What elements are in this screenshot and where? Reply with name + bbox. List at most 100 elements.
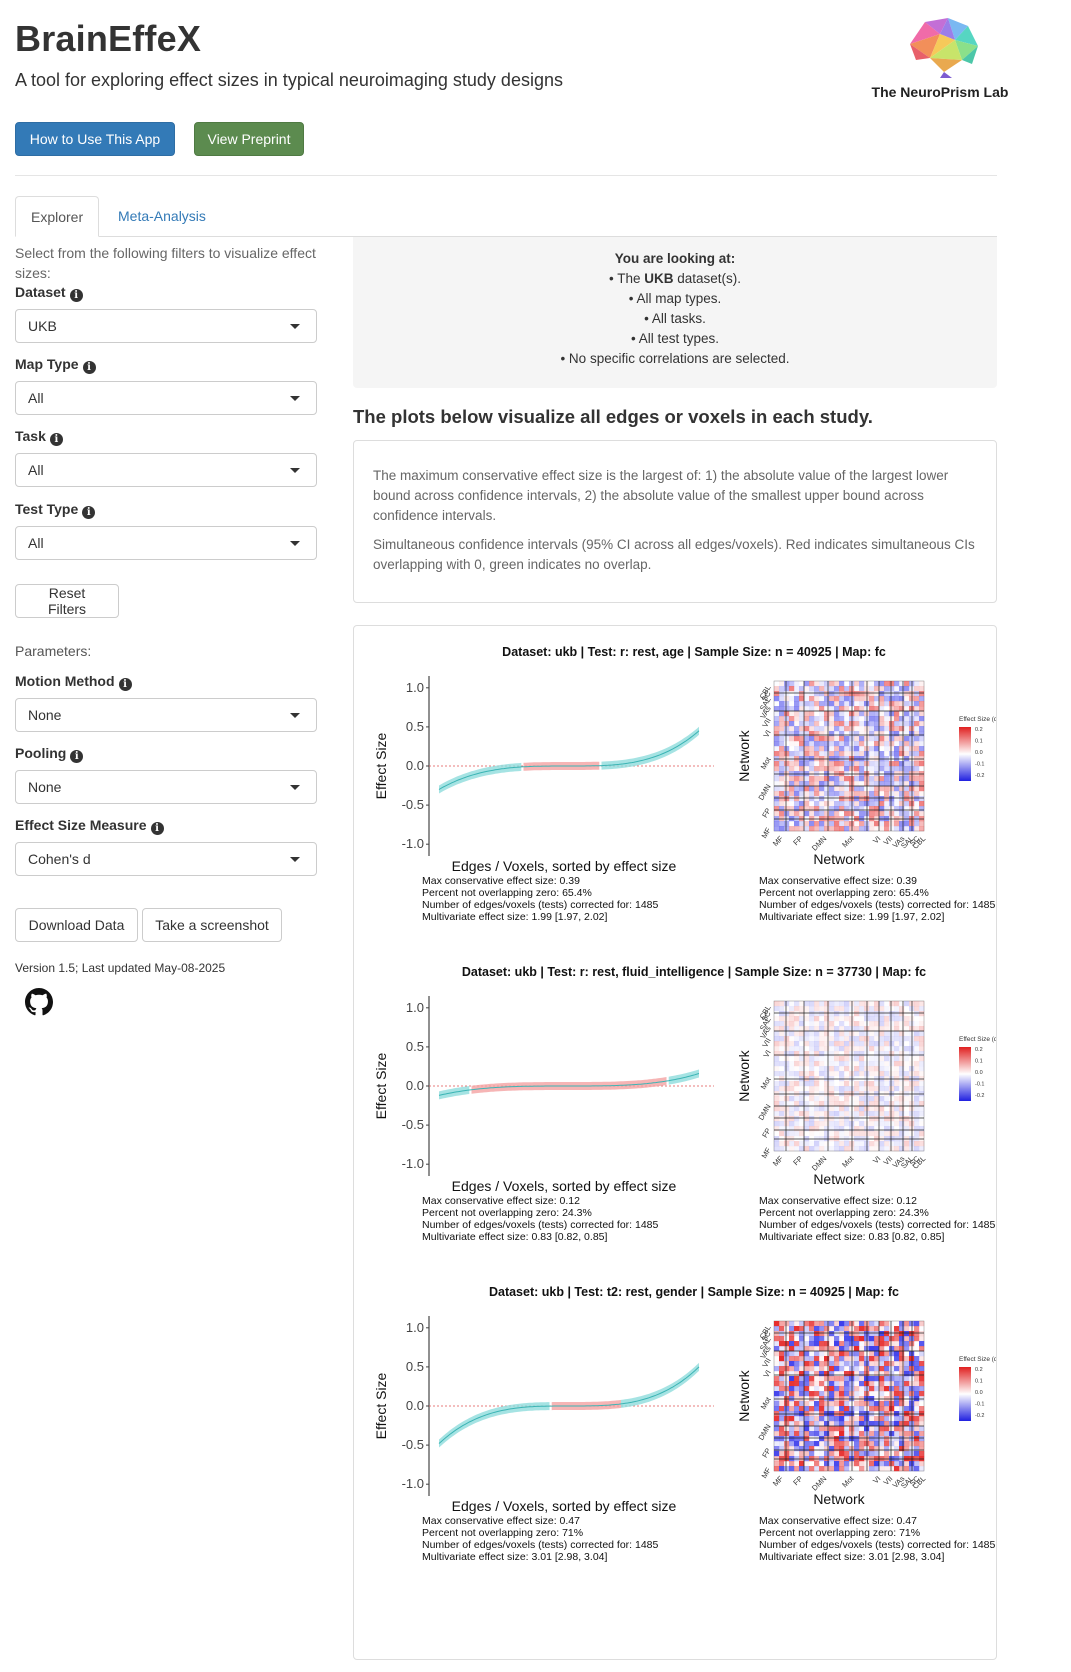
info-icon[interactable]: i xyxy=(118,678,132,691)
matrix-cell xyxy=(804,781,810,787)
matrix-cell xyxy=(919,786,925,792)
matrix-cell xyxy=(864,716,870,722)
matrix-cell xyxy=(869,776,875,782)
matrix-cell xyxy=(859,1466,865,1472)
matrix-cell xyxy=(784,686,790,692)
matrix-cell xyxy=(904,1136,910,1142)
matrix-cell xyxy=(839,1121,845,1127)
matrix-cell xyxy=(864,771,870,777)
matrix-cell xyxy=(874,686,880,692)
matrix-cell xyxy=(904,686,910,692)
matrix-cell xyxy=(814,726,820,732)
matrix-cell xyxy=(909,706,915,712)
matrix-cell xyxy=(899,1006,905,1012)
matrix-cell xyxy=(869,1411,875,1417)
tab-meta-analysis[interactable]: Meta-Analysis xyxy=(118,208,206,224)
matrix-cell xyxy=(854,1331,860,1337)
matrix-cell xyxy=(909,1421,915,1427)
matrix-cell xyxy=(894,1046,900,1052)
matrix-cell xyxy=(864,1056,869,1061)
matrix-cell xyxy=(779,721,785,727)
matrix-cell xyxy=(869,711,875,717)
download-data-button[interactable]: Download Data xyxy=(15,908,138,942)
matrix-cell xyxy=(824,1426,830,1432)
stat-line-left: Number of edges/voxels (tests) corrected… xyxy=(422,899,659,911)
info-icon[interactable]: i xyxy=(82,506,96,519)
matrix-cell xyxy=(789,1331,795,1337)
matrix-cell xyxy=(884,1431,890,1437)
info-icon[interactable]: i xyxy=(49,433,63,446)
task-select[interactable]: All xyxy=(15,453,317,487)
info-icon[interactable]: i xyxy=(69,289,83,302)
matrix-cell xyxy=(889,816,895,822)
matrix-row-label: VI xyxy=(761,1369,772,1380)
info-icon[interactable]: i xyxy=(70,750,84,763)
matrix-cell xyxy=(914,751,920,757)
test-type-select[interactable]: All xyxy=(15,526,317,560)
matrix-cell xyxy=(904,1106,909,1111)
reset-filters-button[interactable]: Reset Filters xyxy=(15,584,119,618)
matrix-cell xyxy=(909,1401,915,1407)
matrix-cell xyxy=(894,1426,900,1432)
tab-explorer[interactable]: Explorer xyxy=(15,196,99,237)
matrix-cell xyxy=(794,756,800,762)
matrix-cell xyxy=(824,771,830,777)
pooling-select[interactable]: None xyxy=(15,770,317,804)
map-type-select[interactable]: All xyxy=(15,381,317,415)
matrix-cell xyxy=(789,1036,794,1041)
matrix-cell xyxy=(804,1116,810,1122)
matrix-cell xyxy=(914,1436,920,1442)
matrix-cell xyxy=(894,1121,900,1127)
matrix-cell xyxy=(774,1026,780,1032)
matrix-cell xyxy=(869,1351,875,1357)
matrix-cell xyxy=(859,1016,864,1021)
matrix-cell xyxy=(874,1096,880,1102)
matrix-cell xyxy=(879,1006,885,1012)
matrix-cell xyxy=(819,816,825,822)
info-icon[interactable]: i xyxy=(82,361,96,374)
matrix-cell xyxy=(919,736,925,742)
matrix-cell xyxy=(824,1456,830,1462)
matrix-cell xyxy=(869,1466,875,1472)
github-icon[interactable] xyxy=(25,988,53,1016)
matrix-cell xyxy=(849,1461,855,1467)
matrix-cell xyxy=(774,766,780,772)
matrix-cell xyxy=(849,766,855,772)
matrix-cell xyxy=(854,1031,860,1037)
matrix-cell xyxy=(814,1091,819,1096)
matrix-cell xyxy=(849,716,855,722)
matrix-cell xyxy=(834,1431,840,1437)
take-screenshot-button[interactable]: Take a screenshot xyxy=(142,908,282,942)
matrix-cell xyxy=(884,691,890,697)
matrix-cell xyxy=(879,726,885,732)
how-to-use-button[interactable]: How to Use This App xyxy=(15,122,175,156)
matrix-cell xyxy=(814,686,820,692)
matrix-cell xyxy=(879,1436,885,1442)
effect-size-measure-select[interactable]: Cohen's d xyxy=(15,842,317,876)
matrix-cell xyxy=(864,1406,870,1412)
matrix-cell xyxy=(824,1466,830,1472)
view-preprint-button[interactable]: View Preprint xyxy=(194,122,304,156)
matrix-cell xyxy=(799,736,805,742)
info-icon[interactable]: i xyxy=(150,822,164,835)
matrix-cell xyxy=(774,826,780,832)
matrix-cell xyxy=(789,1406,795,1412)
matrix-cell xyxy=(789,1011,795,1017)
matrix-cell xyxy=(824,716,830,722)
matrix-cell xyxy=(864,696,870,702)
motion-method-select[interactable]: None xyxy=(15,698,317,732)
matrix-cell xyxy=(814,1066,819,1071)
matrix-cell xyxy=(774,1036,780,1042)
matrix-cell xyxy=(919,1136,925,1142)
matrix-cell xyxy=(899,1321,905,1327)
dataset-select[interactable]: UKB xyxy=(15,309,317,343)
matrix-cell xyxy=(814,1401,820,1407)
matrix-cell xyxy=(884,1376,890,1382)
matrix-cell xyxy=(844,691,850,697)
matrix-cell xyxy=(824,1446,830,1452)
matrix-cell xyxy=(814,1321,820,1327)
matrix-cell xyxy=(869,1461,875,1467)
matrix-cell xyxy=(834,781,840,787)
matrix-cell xyxy=(814,1041,820,1047)
matrix-cell xyxy=(809,1011,815,1017)
